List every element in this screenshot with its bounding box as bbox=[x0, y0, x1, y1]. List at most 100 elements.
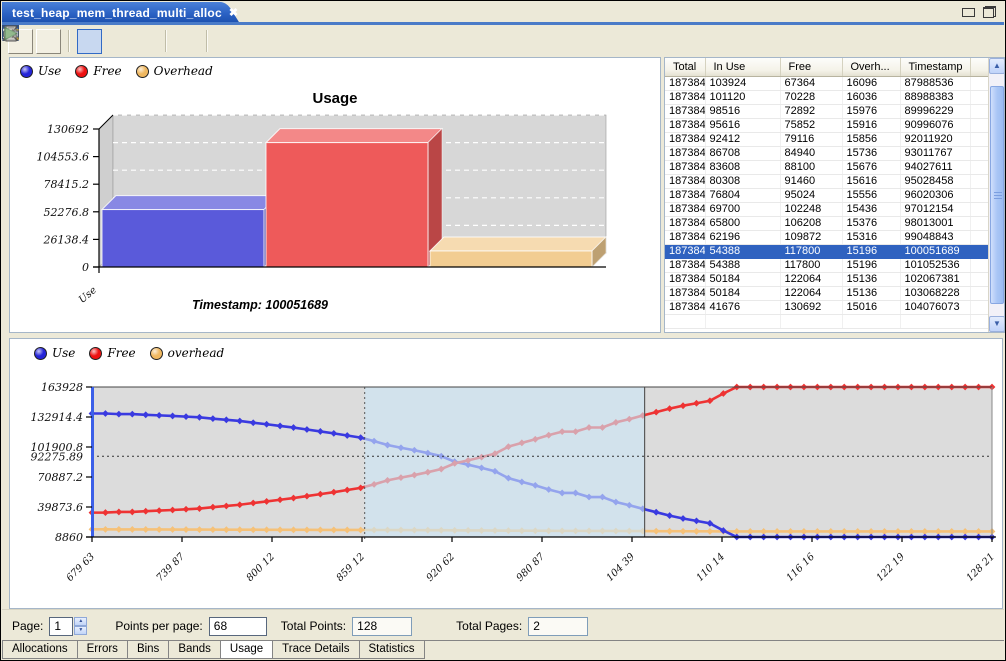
bar-chart-button[interactable] bbox=[105, 29, 130, 54]
bar-free[interactable] bbox=[266, 129, 442, 267]
table-cell bbox=[970, 118, 988, 132]
table-cell: 79116 bbox=[780, 132, 842, 146]
table-cell: 41676 bbox=[705, 300, 780, 314]
spinner-up-icon[interactable]: ▲ bbox=[74, 617, 87, 626]
svg-text:116 16: 116 16 bbox=[785, 551, 818, 584]
page-spinner[interactable]: ▲ ▼ bbox=[74, 617, 87, 635]
column-header-Overh...[interactable]: Overh... bbox=[842, 58, 900, 76]
page-input[interactable] bbox=[49, 617, 73, 636]
fit-window-button[interactable] bbox=[174, 29, 199, 54]
tab-bands[interactable]: Bands bbox=[169, 641, 221, 659]
view-tab[interactable]: test_heap_mem_thread_multi_alloc ✖ bbox=[2, 2, 214, 23]
table-cell: 187384 bbox=[665, 258, 705, 272]
svg-text:122 19: 122 19 bbox=[875, 551, 908, 584]
table-cell: 91460 bbox=[780, 174, 842, 188]
table-row[interactable]: 187384658001062081537698013001 bbox=[665, 216, 988, 230]
table-cell: 95616 bbox=[705, 118, 780, 132]
view-list-button[interactable] bbox=[36, 29, 61, 54]
table-cell: 62196 bbox=[705, 230, 780, 244]
table-cell: 95024 bbox=[780, 188, 842, 202]
table-row[interactable] bbox=[665, 314, 988, 328]
table-cell: 92412 bbox=[705, 132, 780, 146]
tab-statistics[interactable]: Statistics bbox=[360, 641, 425, 659]
table-cell: 187384 bbox=[665, 90, 705, 104]
table-row[interactable]: 18738476804950241555696020306 bbox=[665, 188, 988, 202]
usage-bar-chart[interactable]: 026138.452276.878415.2104553.6130692Use bbox=[10, 58, 660, 332]
table-row[interactable]: 1873844167613069215016104076073 bbox=[665, 300, 988, 314]
table-row[interactable]: 18738498516728921597689996229 bbox=[665, 104, 988, 118]
bar-use[interactable] bbox=[102, 196, 278, 267]
table-row[interactable]: 18738486708849401573693011767 bbox=[665, 146, 988, 160]
table-cell: 109872 bbox=[780, 230, 842, 244]
table-row[interactable]: 1873845018412206415136102067381 bbox=[665, 272, 988, 286]
table-cell: 15916 bbox=[842, 118, 900, 132]
scroll-up-icon[interactable]: ▲ bbox=[989, 58, 1005, 74]
table-cell: 100051689 bbox=[900, 244, 970, 258]
column-header-filler[interactable] bbox=[970, 58, 988, 76]
memory-table: TotalIn UseFreeOverh...Timestamp18738410… bbox=[665, 58, 989, 329]
toolbar-separator bbox=[206, 30, 208, 52]
tab-usage[interactable]: Usage bbox=[221, 641, 273, 659]
total-points-label: Total Points: bbox=[281, 619, 346, 633]
legend-label: Free bbox=[107, 346, 135, 360]
table-cell: 122064 bbox=[780, 286, 842, 300]
svg-text:26138.4: 26138.4 bbox=[43, 233, 90, 246]
table-row[interactable]: 1873845438811780015196100051689 bbox=[665, 244, 988, 258]
tab-trace-details[interactable]: Trace Details bbox=[273, 641, 359, 659]
close-icon[interactable]: ✖ bbox=[229, 6, 238, 19]
table-row[interactable]: 1873845018412206415136103068228 bbox=[665, 286, 988, 300]
table-scrollbar[interactable]: ▲ ▼ bbox=[988, 58, 1004, 332]
scroll-down-icon[interactable]: ▼ bbox=[989, 316, 1005, 332]
page-start-marker[interactable] bbox=[91, 387, 94, 537]
table-row[interactable]: 18738492412791161585692011920 bbox=[665, 132, 988, 146]
legend-label: overhead bbox=[168, 346, 225, 360]
column-header-Timestamp[interactable]: Timestamp bbox=[900, 58, 970, 76]
minimize-icon[interactable] bbox=[962, 8, 975, 17]
print-button[interactable] bbox=[133, 29, 158, 54]
svg-text:128 21: 128 21 bbox=[965, 551, 998, 584]
run-button[interactable] bbox=[215, 29, 240, 54]
table-cell: 15136 bbox=[842, 286, 900, 300]
combined-view-button[interactable] bbox=[77, 29, 102, 54]
table-row[interactable]: 187384697001022481543697012154 bbox=[665, 202, 988, 216]
selected-range-region[interactable] bbox=[365, 387, 645, 537]
bar-overhead[interactable] bbox=[430, 237, 606, 267]
table-cell bbox=[665, 314, 705, 328]
table-row[interactable]: 18738495616758521591690996076 bbox=[665, 118, 988, 132]
svg-text:104 39: 104 39 bbox=[605, 551, 638, 584]
restore-icon[interactable] bbox=[983, 6, 996, 18]
usage-bar-chart-panel: UseFreeOverhead Usage 026138.452276.8784… bbox=[9, 57, 661, 333]
table-row[interactable]: 187384101120702281603688988383 bbox=[665, 90, 988, 104]
table-cell bbox=[842, 314, 900, 328]
scrollbar-thumb[interactable] bbox=[990, 86, 1004, 304]
svg-text:8860: 8860 bbox=[55, 531, 83, 544]
points-per-page-input[interactable] bbox=[209, 617, 267, 636]
stop-button bbox=[243, 29, 268, 54]
table-cell: 102067381 bbox=[900, 272, 970, 286]
tab-errors[interactable]: Errors bbox=[78, 641, 128, 659]
usage-line-chart[interactable]: 679 63739 87800 12859 12920 62980 87104 … bbox=[10, 339, 1002, 608]
table-row[interactable]: 187384621961098721531699048843 bbox=[665, 230, 988, 244]
table-cell: 15196 bbox=[842, 258, 900, 272]
column-header-Total[interactable]: Total bbox=[665, 58, 705, 76]
column-header-Free[interactable]: Free bbox=[780, 58, 842, 76]
table-cell bbox=[970, 132, 988, 146]
table-cell bbox=[970, 160, 988, 174]
table-cell bbox=[970, 258, 988, 272]
table-row[interactable]: 18738483608881001567694027611 bbox=[665, 160, 988, 174]
table-row[interactable]: 187384103924673641609687988536 bbox=[665, 76, 988, 90]
tab-bins[interactable]: Bins bbox=[128, 641, 169, 659]
table-cell bbox=[900, 314, 970, 328]
table-row[interactable]: 18738480308914601561695028458 bbox=[665, 174, 988, 188]
table-row[interactable]: 1873845438811780015196101052536 bbox=[665, 258, 988, 272]
table-cell: 130692 bbox=[780, 300, 842, 314]
table-cell bbox=[970, 244, 988, 258]
spinner-down-icon[interactable]: ▼ bbox=[74, 626, 87, 635]
tab-allocations[interactable]: Allocations bbox=[2, 641, 78, 659]
column-header-In Use[interactable]: In Use bbox=[705, 58, 780, 76]
table-cell: 72892 bbox=[780, 104, 842, 118]
table-cell: 50184 bbox=[705, 286, 780, 300]
table-cell: 84940 bbox=[780, 146, 842, 160]
table-cell bbox=[970, 90, 988, 104]
svg-text:980 87: 980 87 bbox=[515, 551, 548, 584]
